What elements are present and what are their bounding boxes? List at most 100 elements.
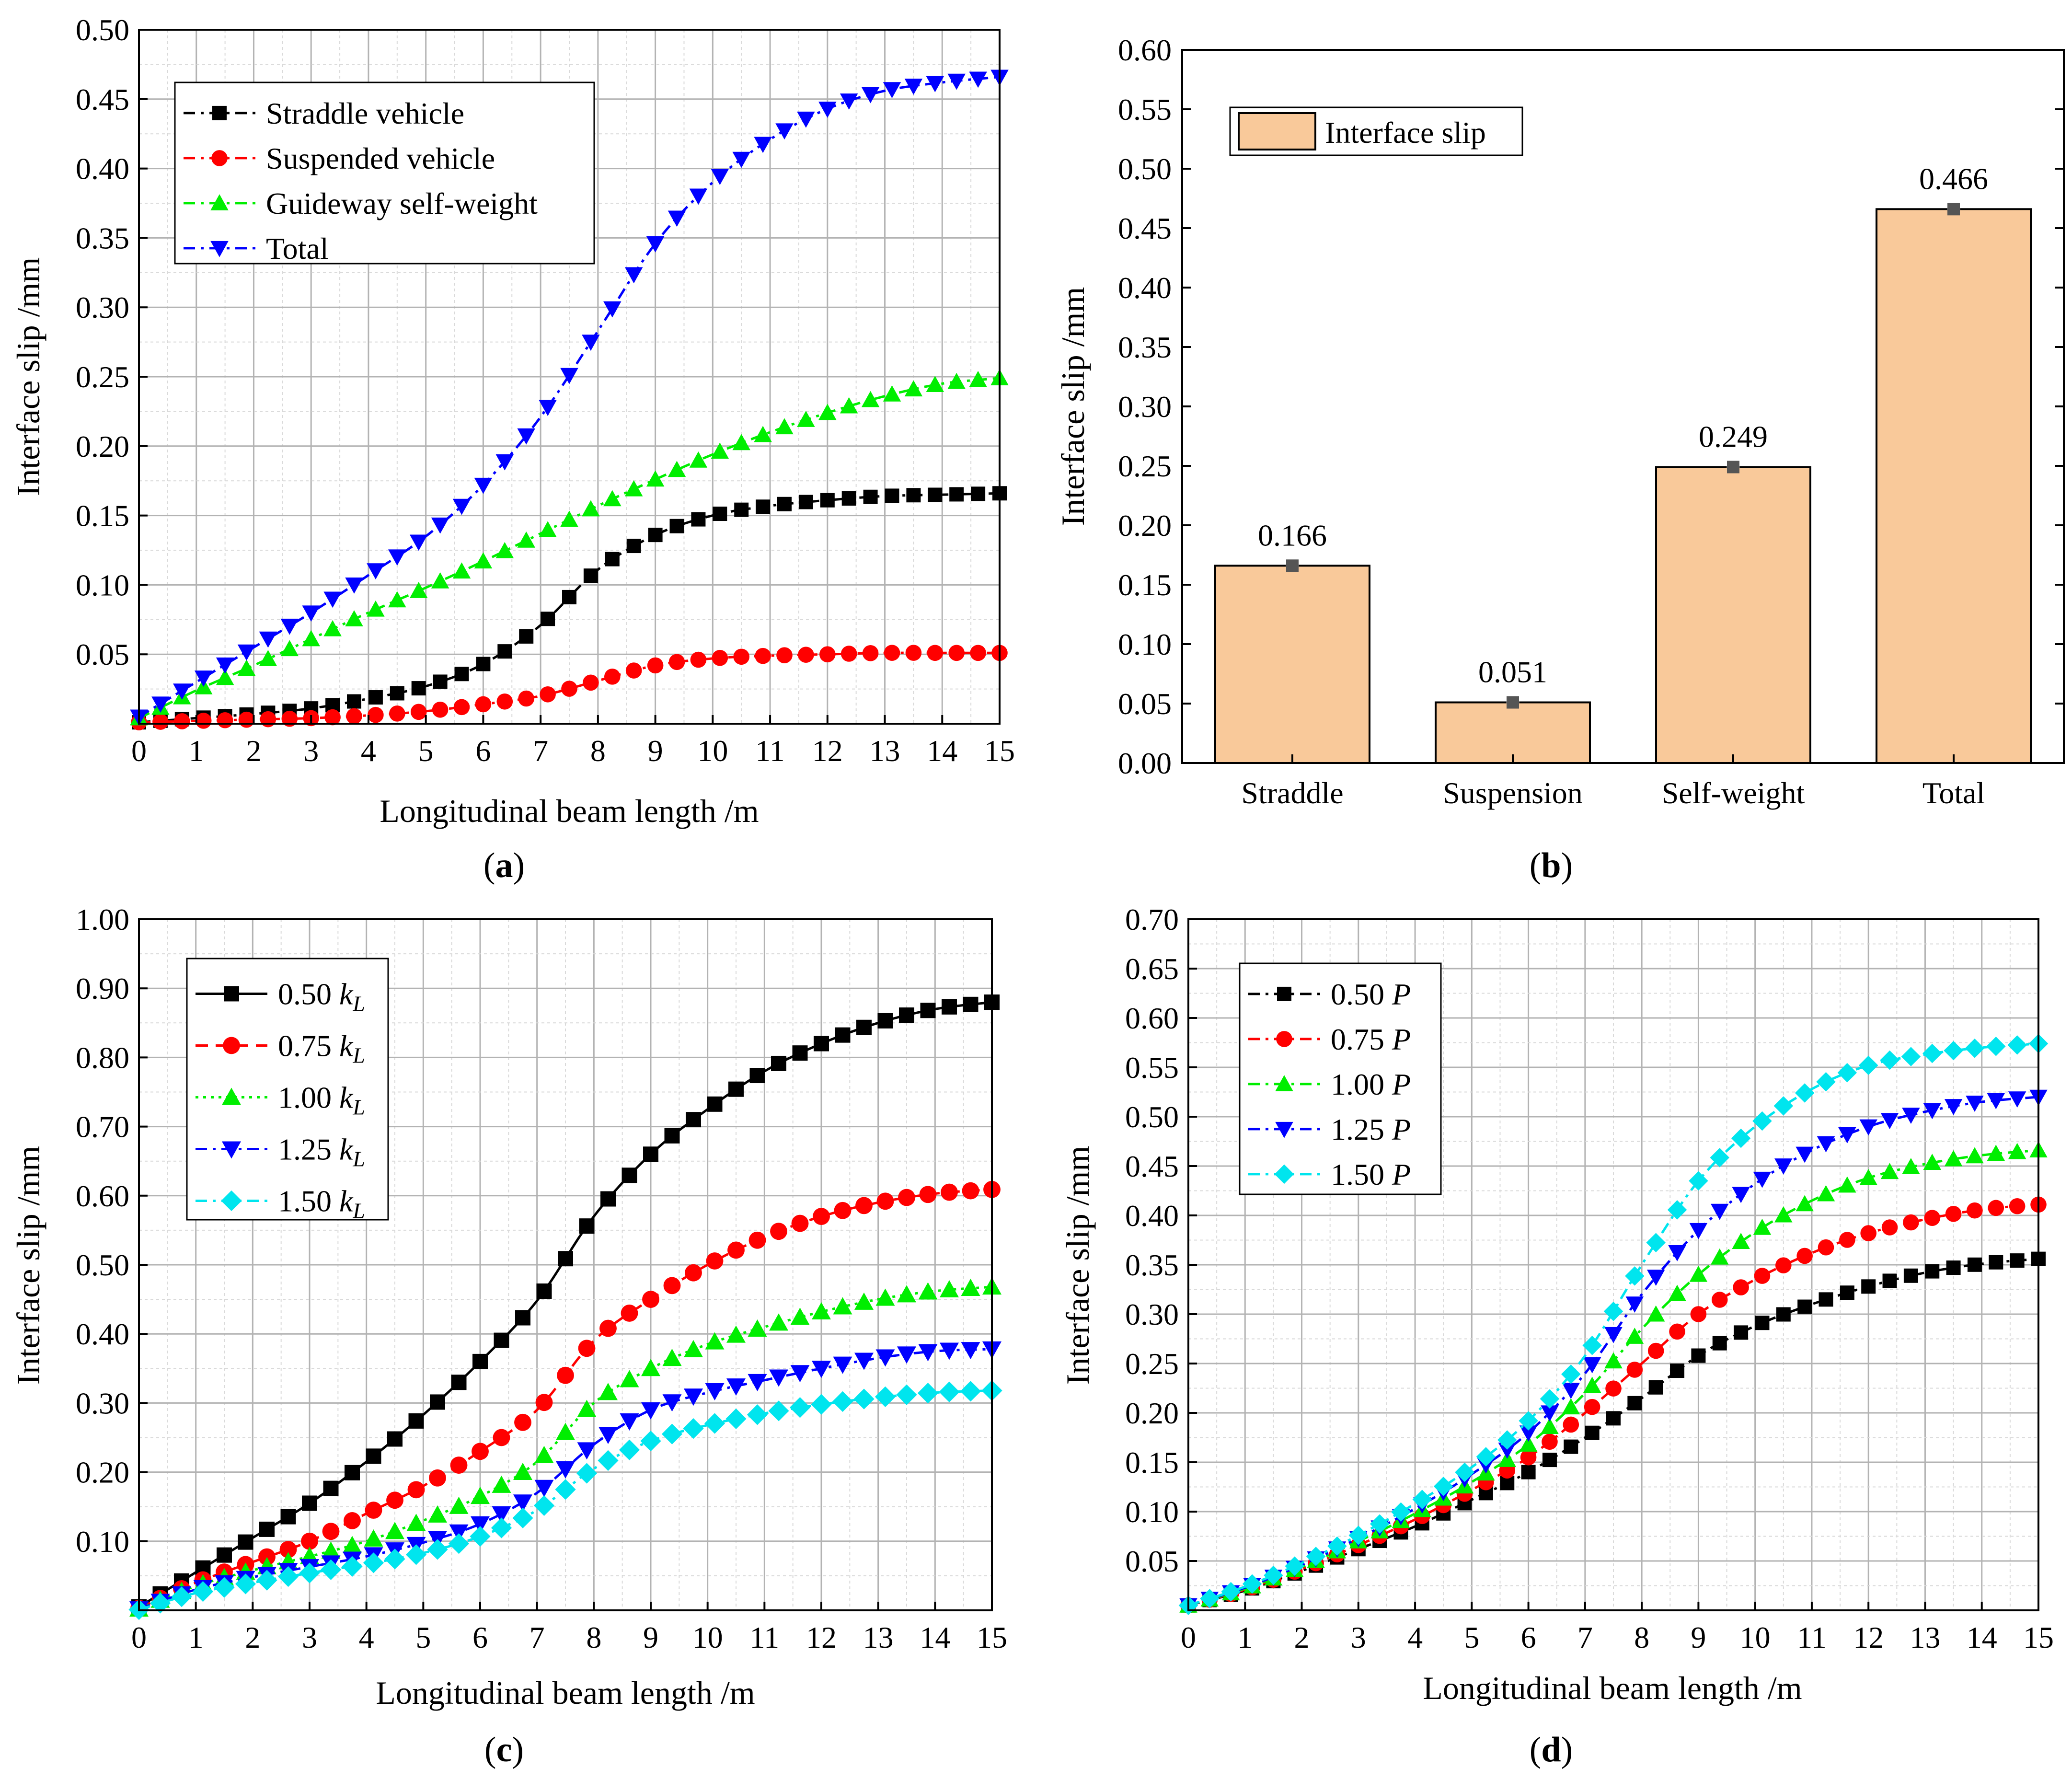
y-tick-label: 0.70 — [1125, 902, 1179, 936]
data-point — [406, 1514, 426, 1531]
data-point — [748, 1319, 767, 1337]
data-point — [727, 1241, 745, 1259]
panel-d-legend-box — [1239, 962, 1442, 1195]
data-point — [1519, 1425, 1538, 1442]
data-point — [583, 568, 598, 583]
data-point — [705, 1383, 725, 1401]
data-point — [1690, 1306, 1707, 1322]
data-point — [150, 1593, 171, 1614]
bar-mean-marker — [1286, 559, 1299, 572]
panel-b-caption: (b) — [1530, 846, 1573, 885]
legend-label: 0.75 kL — [278, 1029, 365, 1067]
legend-marker — [210, 194, 229, 210]
data-point — [493, 1429, 510, 1446]
data-point — [792, 1045, 808, 1061]
data-point — [1542, 1433, 1558, 1450]
data-point — [961, 1279, 980, 1296]
data-point — [512, 1507, 533, 1528]
panel-a-x-axis-label: Longitudinal beam length /m — [380, 793, 759, 829]
data-point — [448, 1533, 470, 1554]
data-point — [409, 534, 428, 551]
data-point — [428, 1505, 447, 1523]
data-point — [1689, 1265, 1708, 1282]
data-point — [474, 477, 493, 494]
data-point — [940, 1280, 959, 1298]
data-point — [1901, 1047, 1921, 1066]
data-point — [1945, 1205, 1962, 1222]
legend-label: 1.25 kL — [278, 1132, 365, 1171]
data-point — [771, 1055, 786, 1071]
series-5 — [128, 1380, 1002, 1620]
data-point — [1732, 1233, 1750, 1249]
panel-a-y-axis-label: Interface slip /mm — [10, 257, 46, 496]
data-point — [970, 645, 986, 661]
data-point — [556, 1422, 575, 1440]
data-point — [926, 76, 944, 92]
data-point — [576, 1463, 598, 1484]
data-point — [216, 657, 234, 674]
data-point — [789, 1397, 811, 1418]
legend-label: Guideway self-weight — [266, 186, 538, 220]
data-point — [1626, 1362, 1643, 1378]
x-tick-label: 8 — [586, 1620, 601, 1654]
data-point — [367, 600, 385, 617]
data-point — [1348, 1526, 1369, 1545]
data-point — [429, 1469, 446, 1487]
data-point — [1711, 1292, 1728, 1308]
y-tick-label: 0.00 — [1118, 746, 1172, 780]
data-point — [899, 1007, 914, 1023]
series-4 — [130, 69, 1009, 726]
x-tick-label: 4 — [1407, 1620, 1423, 1654]
y-tick-label: 0.55 — [1118, 92, 1172, 127]
data-point — [835, 1027, 851, 1043]
data-point — [947, 73, 966, 90]
data-point — [174, 713, 190, 729]
legend-marker — [1277, 986, 1291, 1001]
data-point — [1606, 1411, 1621, 1426]
data-point — [1733, 1279, 1749, 1295]
data-point — [491, 1517, 512, 1538]
data-point — [1881, 1219, 1898, 1236]
legend-marker — [212, 105, 227, 120]
y-tick-label: 0.40 — [1125, 1199, 1179, 1233]
data-point — [1755, 1316, 1770, 1330]
data-point — [1564, 1439, 1578, 1454]
x-tick-label: 11 — [755, 734, 785, 768]
y-tick-label: 0.60 — [1125, 1001, 1179, 1035]
data-point — [217, 1547, 232, 1563]
data-point — [302, 630, 320, 647]
data-point — [1647, 1342, 1664, 1359]
data-point — [1221, 1582, 1241, 1602]
data-point — [1816, 1072, 1836, 1092]
data-point — [475, 696, 492, 713]
legend-label: Straddle vehicle — [266, 96, 464, 130]
data-point — [1840, 1285, 1854, 1300]
y-tick-label: 0.10 — [76, 568, 129, 602]
data-point — [238, 1534, 253, 1550]
y-tick-label: 0.20 — [76, 429, 129, 463]
data-point — [797, 111, 815, 128]
data-point — [1734, 1325, 1749, 1340]
data-point — [1583, 1376, 1601, 1393]
data-point — [495, 454, 514, 471]
data-point — [1732, 1187, 1750, 1203]
panel-a-series-group — [130, 69, 1009, 730]
data-point — [1605, 1380, 1622, 1397]
data-point — [1710, 1148, 1729, 1167]
data-point — [1498, 1451, 1516, 1467]
data-point — [323, 620, 342, 636]
legend-marker — [222, 1087, 241, 1105]
data-point — [689, 188, 708, 205]
data-point — [969, 71, 987, 88]
data-point — [235, 1573, 256, 1595]
y-tick-label: 0.40 — [76, 1317, 129, 1351]
data-point — [1498, 1442, 1516, 1459]
data-point — [1285, 1556, 1304, 1576]
y-tick-label: 0.70 — [76, 1110, 129, 1144]
data-point — [472, 1353, 488, 1369]
y-tick-label: 0.50 — [76, 13, 129, 47]
data-point — [194, 670, 213, 687]
data-point — [323, 1480, 339, 1496]
data-point — [918, 1282, 938, 1300]
data-point — [1775, 1257, 1792, 1273]
